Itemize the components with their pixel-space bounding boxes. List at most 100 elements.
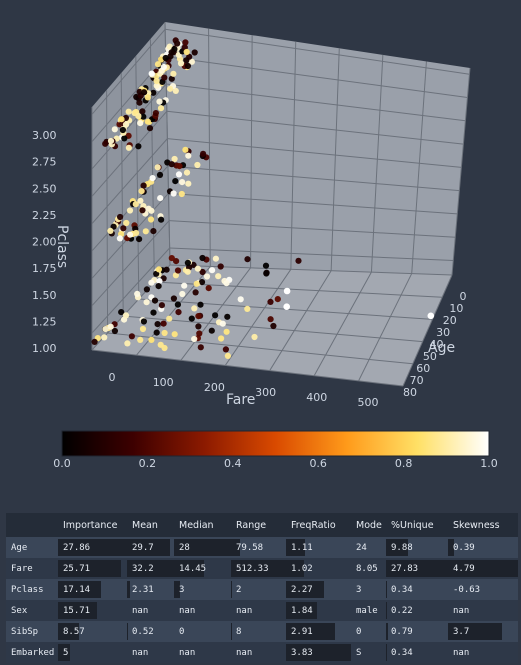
- z-grid-left: [91, 247, 171, 334]
- data-point: [197, 301, 204, 308]
- data-point: [199, 254, 206, 262]
- cell-value: 0.22: [391, 605, 413, 616]
- data-point: [154, 61, 162, 68]
- table-cell: 3: [351, 579, 386, 600]
- feature-stats-table: Importance Mean Median Range FreqRatio Mode %U…: [6, 513, 518, 663]
- cell-value: 8.05: [356, 563, 378, 574]
- x-tick-label: 500: [358, 396, 379, 409]
- cell-value: 5: [63, 647, 69, 658]
- data-point: [160, 320, 167, 327]
- data-point: [172, 178, 179, 185]
- data-point: [150, 89, 157, 96]
- data-point: [175, 309, 182, 316]
- data-point: [194, 265, 201, 272]
- cell-bar: [386, 560, 448, 577]
- x-grid-back: [250, 35, 253, 268]
- data-point: [263, 270, 270, 277]
- colorbar-gradient: [61, 430, 490, 457]
- z-grid-left: [91, 110, 168, 197]
- z-grid-back: [169, 247, 454, 262]
- table-cell: 2.31: [127, 579, 174, 600]
- table-cell: 8.05: [351, 558, 386, 579]
- data-point: [153, 77, 160, 85]
- data-point: [102, 140, 109, 147]
- x-grid-floor: [224, 269, 292, 366]
- y-tick-label: 70: [410, 374, 424, 387]
- data-point: [195, 323, 202, 330]
- table-row: SibSp 8.57 0.52 0 8 2.91 0 0.79 3.7: [6, 621, 518, 642]
- data-point: [174, 267, 182, 274]
- data-point: [267, 298, 274, 305]
- data-point: [181, 282, 188, 289]
- data-point: [137, 197, 144, 204]
- row-label: Age: [6, 537, 58, 558]
- cell-bar: [286, 623, 336, 640]
- data-point: [161, 329, 168, 337]
- table-cell: 3.7: [448, 621, 518, 642]
- table-cell: 0.34: [386, 579, 448, 600]
- z-tick-label: 1.25: [32, 315, 57, 328]
- left-pane: [92, 22, 170, 350]
- cell-value: 2.31: [132, 584, 154, 595]
- x-grid-back: [330, 48, 340, 271]
- data-point: [143, 286, 150, 293]
- y-tick-label: 30: [436, 326, 450, 339]
- data-point: [185, 180, 192, 187]
- z-grid-back: [168, 192, 458, 215]
- cell-value: 4.79: [453, 563, 475, 574]
- x-tick-label: 300: [255, 386, 276, 399]
- cell-bar: [127, 560, 174, 577]
- data-point: [156, 98, 163, 105]
- cell-value: 512.33: [236, 563, 269, 574]
- z-tick-label: 2.50: [32, 182, 57, 195]
- cell-bar: [231, 623, 232, 640]
- data-point: [218, 335, 225, 342]
- data-point: [251, 333, 258, 341]
- data-point: [222, 346, 229, 353]
- data-point: [179, 179, 186, 186]
- data-point: [177, 60, 185, 67]
- data-point: [184, 62, 191, 70]
- table-row: Embarked 5 nan nan nan 3.83 S 0.34 nan: [6, 642, 518, 663]
- y-tick-label: 50: [423, 350, 437, 363]
- data-point: [148, 336, 155, 343]
- cell-bar: [286, 560, 304, 577]
- column-header: Median: [179, 519, 214, 531]
- data-point: [139, 207, 146, 214]
- cell-bar: [58, 560, 122, 577]
- cell-bar: [386, 539, 408, 556]
- data-point: [123, 219, 130, 227]
- data-point: [192, 289, 199, 296]
- y-tick-label: 80: [403, 386, 417, 399]
- data-point: [176, 163, 183, 170]
- data-point: [157, 105, 165, 112]
- data-point: [140, 89, 148, 96]
- cell-value: 8: [236, 626, 242, 637]
- data-point: [120, 225, 127, 232]
- data-point: [174, 301, 181, 308]
- data-point: [162, 54, 169, 62]
- cell-value: 2: [236, 584, 242, 595]
- cell-value: 25.71: [63, 563, 91, 574]
- cell-value: 0: [179, 626, 185, 637]
- column-header: Skewness: [453, 519, 500, 531]
- colorbar-ticks: 0.0 0.2 0.4 0.6 0.8 1.0: [53, 457, 498, 470]
- data-point: [200, 150, 207, 157]
- cell-value: 27.83: [391, 563, 419, 574]
- data-point: [91, 338, 98, 345]
- table-cell: 4.79: [448, 558, 518, 579]
- z-tick-label: 3.00: [32, 129, 57, 142]
- data-point: [147, 216, 155, 223]
- table-cell: -0.63: [448, 579, 518, 600]
- data-point: [111, 327, 118, 335]
- cell-value: 0.52: [132, 626, 154, 637]
- data-point: [155, 283, 162, 290]
- data-point: [137, 120, 144, 127]
- cell-value: 9.88: [391, 542, 413, 553]
- cell-value: 15.71: [63, 605, 91, 616]
- data-point: [184, 259, 191, 266]
- table-cell: 0: [351, 621, 386, 642]
- data-point: [107, 137, 115, 145]
- cell-bar: [127, 581, 131, 598]
